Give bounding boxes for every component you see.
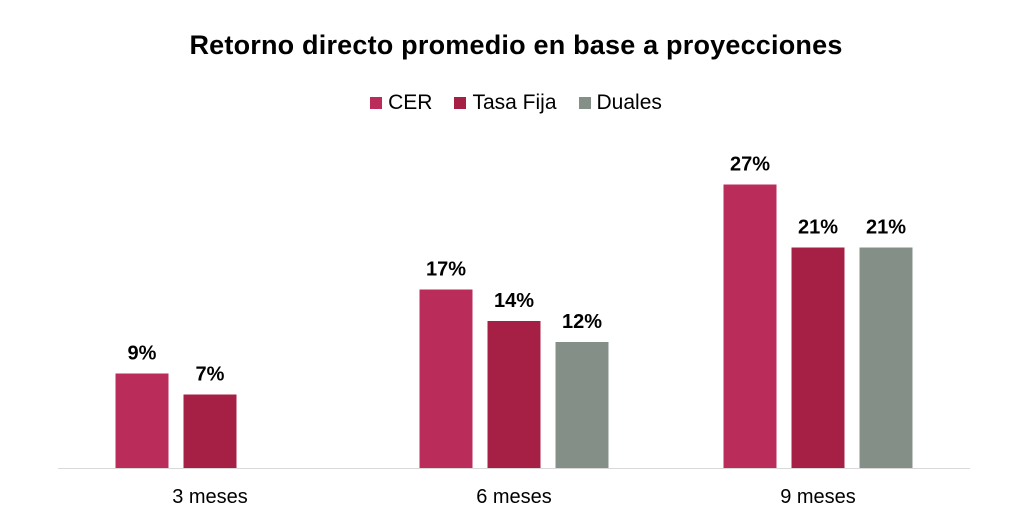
data-label: 14% (494, 290, 534, 312)
legend-label-duales: Duales (596, 91, 662, 114)
legend-item-duales: Duales (578, 91, 662, 115)
bar-cer-1 (115, 373, 169, 468)
category-label: 6 meses (476, 486, 552, 508)
legend-label-cer: CER (388, 91, 433, 114)
data-label: 27% (730, 154, 770, 176)
data-label: 21% (866, 217, 906, 239)
data-label: 17% (426, 259, 466, 281)
bar-tasa-fija-2 (487, 321, 541, 468)
legend-swatch-cer (370, 97, 383, 109)
legend-swatch-tasa-fija (454, 97, 467, 109)
bar-cer-3 (723, 184, 777, 468)
bar-duales-2 (555, 342, 609, 468)
legend-item-cer: CER (370, 91, 432, 115)
legend-item-tasa-fija: Tasa Fija (454, 91, 557, 115)
legend: CER Tasa Fija Duales (0, 91, 1032, 115)
legend-label-tasa-fija: Tasa Fija (472, 91, 557, 114)
bar-tasa-fija-1 (183, 394, 237, 468)
data-label: 12% (562, 311, 602, 333)
bar-tasa-fija-3 (791, 247, 845, 468)
legend-swatch-duales (578, 97, 591, 109)
data-label: 21% (798, 217, 838, 239)
bar-duales-3 (859, 247, 913, 468)
bar-cer-2 (419, 289, 473, 468)
chart-title: Retorno directo promedio en base a proye… (189, 30, 843, 60)
data-label: 9% (128, 343, 157, 365)
data-label: 7% (196, 364, 225, 386)
category-label: 3 meses (172, 486, 248, 508)
category-label: 9 meses (780, 486, 856, 508)
